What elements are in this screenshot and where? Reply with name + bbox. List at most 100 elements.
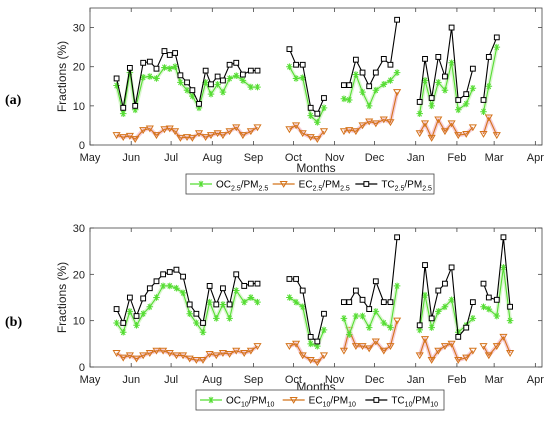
legend-label: OC2.5/PM2.5 bbox=[216, 180, 268, 193]
data-point bbox=[416, 322, 423, 329]
data-point bbox=[493, 296, 500, 303]
series-group bbox=[112, 317, 515, 367]
data-point bbox=[146, 58, 153, 65]
data-point bbox=[469, 299, 476, 306]
data-point bbox=[394, 16, 400, 23]
data-point bbox=[179, 289, 187, 297]
data-point bbox=[455, 333, 462, 340]
data-point bbox=[161, 64, 168, 71]
series-group bbox=[113, 43, 501, 126]
data-point bbox=[218, 132, 228, 140]
data-point bbox=[440, 343, 450, 351]
data-point bbox=[140, 295, 147, 302]
data-point bbox=[177, 79, 184, 86]
series-line bbox=[343, 237, 398, 310]
data-point bbox=[435, 54, 442, 60]
data-point bbox=[176, 134, 185, 142]
data-point bbox=[166, 269, 173, 275]
data-point bbox=[293, 276, 299, 282]
data-point bbox=[198, 356, 208, 364]
data-point bbox=[480, 97, 487, 103]
data-point bbox=[189, 87, 196, 94]
data-point bbox=[448, 59, 455, 67]
data-point bbox=[427, 356, 436, 364]
legend-marker bbox=[363, 181, 370, 187]
series-line bbox=[343, 19, 398, 87]
data-point bbox=[339, 128, 348, 136]
data-point bbox=[341, 299, 347, 306]
series-line bbox=[483, 336, 511, 356]
data-point bbox=[112, 132, 121, 140]
data-point bbox=[139, 310, 147, 318]
series-group bbox=[113, 16, 500, 117]
data-point bbox=[205, 350, 214, 358]
data-point bbox=[339, 347, 348, 355]
data-point bbox=[345, 96, 353, 104]
legend-marker bbox=[289, 396, 298, 404]
data-point bbox=[126, 294, 133, 301]
chart-panel: 0 10 20 30 May Jun Jul Aug Sep Oct Nov Dec Jan Feb Mar… bbox=[5, 223, 544, 411]
data-point bbox=[126, 69, 134, 76]
data-point bbox=[199, 328, 207, 336]
data-point bbox=[133, 313, 140, 319]
data-point bbox=[254, 280, 261, 287]
data-point bbox=[427, 134, 436, 142]
data-point bbox=[153, 278, 160, 285]
x-tick-label: Oct bbox=[285, 374, 302, 386]
data-point bbox=[125, 352, 134, 360]
data-point bbox=[380, 81, 388, 88]
data-point bbox=[492, 343, 501, 351]
data-point bbox=[232, 72, 240, 80]
x-tick-label: Apr bbox=[527, 374, 544, 386]
data-point bbox=[352, 312, 360, 320]
x-tick-label: Oct bbox=[285, 152, 302, 164]
data-point bbox=[193, 319, 200, 327]
data-point bbox=[321, 95, 327, 101]
data-point bbox=[359, 312, 366, 320]
data-point bbox=[463, 91, 470, 98]
data-point bbox=[434, 116, 443, 124]
data-point bbox=[186, 310, 194, 318]
legend-label: OC10/PM10 bbox=[226, 396, 274, 409]
data-point bbox=[352, 56, 359, 63]
data-point bbox=[285, 126, 294, 134]
data-point bbox=[394, 234, 400, 241]
data-point bbox=[166, 52, 173, 58]
data-point bbox=[448, 24, 455, 31]
data-point bbox=[365, 102, 373, 110]
data-point bbox=[152, 132, 161, 140]
data-point bbox=[320, 104, 328, 112]
data-point bbox=[346, 299, 353, 306]
data-point bbox=[213, 130, 222, 138]
x-tick-label: Apr bbox=[527, 152, 544, 164]
data-point bbox=[420, 336, 430, 344]
data-point bbox=[126, 64, 133, 71]
x-axis-label: Months bbox=[296, 161, 335, 175]
data-point bbox=[500, 234, 507, 241]
data-point bbox=[313, 359, 322, 367]
x-tick-label: May bbox=[80, 152, 101, 164]
data-point bbox=[112, 350, 121, 357]
series-group bbox=[112, 89, 501, 143]
data-point bbox=[442, 73, 448, 80]
data-point bbox=[372, 86, 380, 94]
data-point bbox=[435, 308, 442, 315]
data-point bbox=[447, 340, 456, 348]
chart-panel: 0 10 20 30 May Jun Jul Aug Sep Oct Nov Dec Jan Feb Mar… bbox=[5, 7, 544, 195]
x-tick-label: Mar bbox=[485, 152, 504, 164]
data-point bbox=[469, 65, 476, 72]
data-point bbox=[239, 71, 246, 78]
series-line bbox=[482, 117, 498, 136]
data-point bbox=[177, 72, 184, 79]
data-point bbox=[286, 46, 293, 52]
data-point bbox=[186, 301, 193, 308]
data-point bbox=[232, 347, 241, 355]
x-tick-label: Feb bbox=[447, 152, 466, 164]
legend-marker bbox=[197, 180, 205, 188]
data-point bbox=[454, 106, 462, 114]
data-point bbox=[212, 315, 220, 322]
data-point bbox=[462, 354, 471, 362]
data-point bbox=[306, 356, 315, 364]
data-point bbox=[372, 278, 379, 285]
data-point bbox=[485, 82, 493, 90]
